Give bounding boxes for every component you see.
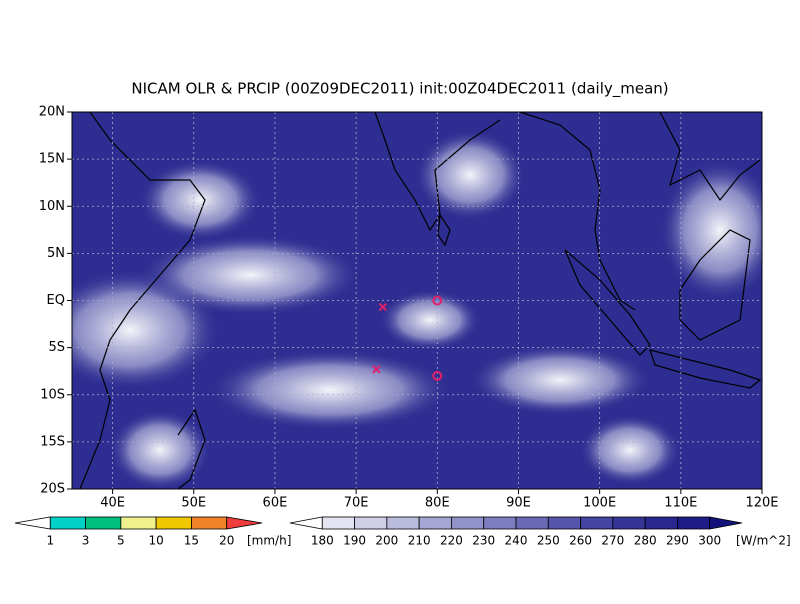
x-tick-label: 100E bbox=[583, 496, 616, 511]
y-tick-label: 5S bbox=[48, 340, 65, 355]
coastline bbox=[519, 112, 636, 311]
title: NICAM OLR & PRCIP (00Z09DEC2011) init:00… bbox=[131, 80, 668, 99]
colorbar-label: 300 bbox=[698, 534, 721, 548]
cloud bbox=[110, 410, 210, 489]
colorbar-label: 10 bbox=[149, 534, 164, 548]
coastline bbox=[564, 249, 651, 356]
colorbar-label: 3 bbox=[82, 534, 90, 548]
y-tick-label: 15S bbox=[40, 434, 65, 449]
colorbar-label: 260 bbox=[569, 534, 592, 548]
marker-x bbox=[372, 365, 381, 374]
colorbar-box bbox=[386, 516, 420, 530]
cloud bbox=[580, 415, 680, 485]
colorbar-label: 190 bbox=[343, 534, 366, 548]
coastline bbox=[437, 213, 451, 247]
colorbar-box bbox=[677, 516, 711, 530]
colorbar-box bbox=[120, 516, 157, 530]
colorbar-triangle bbox=[226, 516, 263, 530]
x-tick-label: 50E bbox=[181, 496, 206, 511]
colorbar-unit: [W/m^2] bbox=[736, 534, 791, 548]
colorbar-box bbox=[612, 516, 646, 530]
coastline bbox=[659, 112, 761, 202]
colorbar-label: 270 bbox=[601, 534, 624, 548]
colorbar-box bbox=[451, 516, 485, 530]
colorbar-triangle bbox=[709, 516, 743, 530]
colorbar-label: 290 bbox=[666, 534, 689, 548]
colorbar-label: 5 bbox=[117, 534, 125, 548]
map-field bbox=[72, 112, 762, 489]
y-tick-label: 15N bbox=[39, 152, 65, 167]
colorbar-triangle bbox=[14, 516, 51, 530]
colorbar-label: 1 bbox=[46, 534, 54, 548]
colorbar-label: 15 bbox=[184, 534, 199, 548]
y-tick-label: 20N bbox=[39, 105, 65, 120]
colorbar-label: 200 bbox=[375, 534, 398, 548]
colorbar-label: 180 bbox=[311, 534, 334, 548]
coastline bbox=[79, 112, 206, 489]
coastline bbox=[649, 349, 762, 389]
coastline bbox=[374, 112, 501, 232]
marker-circle bbox=[432, 370, 443, 381]
colorbar-box bbox=[418, 516, 452, 530]
colorbar-label: 20 bbox=[219, 534, 234, 548]
colorbar-box bbox=[85, 516, 122, 530]
coastline bbox=[679, 229, 751, 341]
colorbar-label: 280 bbox=[634, 534, 657, 548]
marker-x bbox=[378, 302, 388, 312]
colorbar-label: 230 bbox=[472, 534, 495, 548]
y-tick-label: 20S bbox=[40, 482, 65, 497]
colorbar-label: 210 bbox=[408, 534, 431, 548]
cloud bbox=[415, 130, 525, 220]
colorbar-label: 250 bbox=[537, 534, 560, 548]
colorbar-unit: [mm/h] bbox=[247, 534, 291, 548]
colorbar-box bbox=[155, 516, 192, 530]
colorbar-box bbox=[49, 516, 86, 530]
colorbar-box bbox=[483, 516, 517, 530]
cloud bbox=[210, 350, 450, 430]
x-tick-label: 60E bbox=[263, 496, 288, 511]
colorbar-box bbox=[354, 516, 388, 530]
y-tick-label: EQ bbox=[47, 293, 65, 308]
cloud bbox=[140, 235, 360, 315]
coastline bbox=[177, 408, 206, 489]
cloud bbox=[660, 160, 762, 300]
colorbar-label: 240 bbox=[505, 534, 528, 548]
colorbar-box bbox=[321, 516, 355, 530]
x-tick-label: 70E bbox=[344, 496, 369, 511]
y-tick-label: 10N bbox=[39, 199, 65, 214]
x-tick-label: 40E bbox=[100, 496, 125, 511]
colorbar-box bbox=[644, 516, 678, 530]
y-tick-label: 10S bbox=[40, 387, 65, 402]
colorbar-box bbox=[580, 516, 614, 530]
colorbar-triangle bbox=[289, 516, 323, 530]
x-tick-label: 110E bbox=[664, 496, 697, 511]
marker-circle bbox=[432, 295, 443, 306]
colorbar-box bbox=[191, 516, 228, 530]
x-tick-label: 120E bbox=[745, 496, 778, 511]
colorbar-label: 220 bbox=[440, 534, 463, 548]
cloud bbox=[140, 160, 260, 240]
colorbar-box bbox=[515, 516, 549, 530]
x-tick-label: 90E bbox=[506, 496, 531, 511]
colorbar-box bbox=[547, 516, 581, 530]
cloud bbox=[470, 345, 650, 415]
cloud bbox=[380, 290, 480, 350]
x-tick-label: 80E bbox=[425, 496, 450, 511]
y-tick-label: 5N bbox=[47, 246, 65, 261]
